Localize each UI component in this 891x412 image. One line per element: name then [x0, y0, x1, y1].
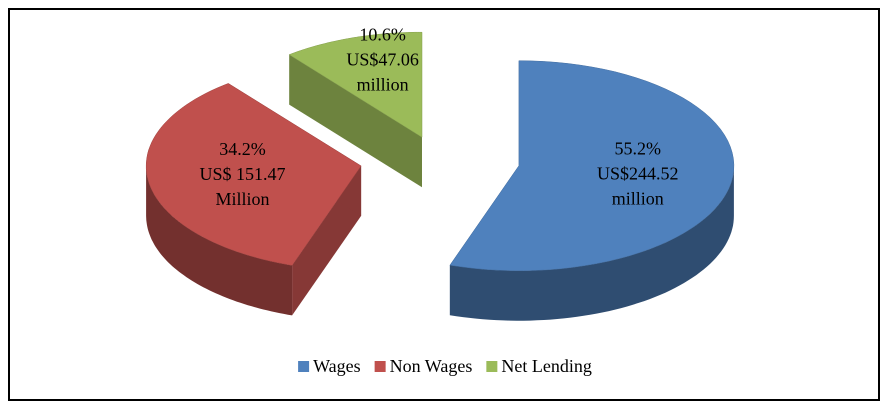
- legend-swatch: [486, 361, 498, 372]
- slice-wall: [449, 165, 734, 321]
- legend-label: Wages: [313, 356, 361, 376]
- amount-label: US$244.52 million: [597, 163, 679, 208]
- amount-label-line: million: [612, 188, 664, 208]
- data-label: 34.2%: [219, 139, 266, 159]
- amount-label-line: US$47.06: [346, 50, 419, 70]
- slice-top: [449, 60, 735, 271]
- pie-slice: [288, 31, 423, 188]
- legend-label: Non Wages: [390, 356, 473, 376]
- amount-label-line: million: [357, 75, 409, 95]
- slice-side: [289, 54, 422, 188]
- chart-frame: [8, 8, 880, 401]
- amount-label-line: US$ 151.47: [199, 164, 285, 184]
- slice-top: [145, 83, 362, 266]
- amount-label-line: US$244.52: [597, 163, 679, 183]
- slice-top: [288, 31, 423, 138]
- legend-label: Net Lending: [501, 356, 591, 376]
- amount-label-line: Million: [215, 189, 269, 209]
- amount-label: US$47.06 million: [346, 50, 419, 95]
- legend-swatch: [374, 361, 386, 372]
- data-label: 55.2%: [614, 138, 661, 158]
- data-label: 10.6%: [359, 25, 406, 45]
- legend: Wages Non Wages Net Lending: [298, 356, 592, 376]
- pie-slice: [145, 83, 362, 316]
- legend-swatch: [298, 361, 310, 372]
- pie-slice: [449, 60, 735, 321]
- slice-wall: [146, 165, 293, 316]
- amount-label: US$ 151.47 Million: [199, 164, 285, 209]
